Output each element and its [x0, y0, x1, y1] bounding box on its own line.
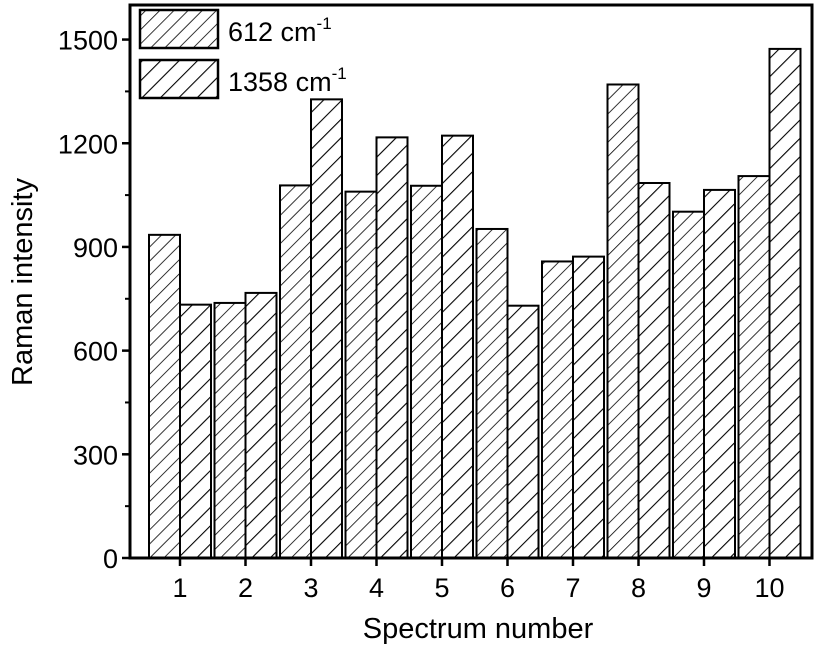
bar-612-spectrum-10: [737, 175, 771, 559]
bar-1358-spectrum-6: [506, 304, 540, 559]
bar-612-spectrum-8: [606, 83, 640, 560]
bar-612-spectrum-3: [279, 184, 312, 559]
legend-label-1358: 1358 cm-1: [228, 64, 347, 97]
x-axis-title: Spectrum number: [363, 613, 594, 645]
y-tick-label: 0: [103, 544, 118, 574]
bar-612-spectrum-2: [213, 301, 247, 559]
bar-612-spectrum-9: [672, 210, 705, 559]
y-tick-label: 900: [73, 233, 118, 263]
y-tick-label: 300: [73, 440, 118, 470]
legend-swatch-612: [138, 8, 220, 50]
bar-1358-spectrum-2: [244, 291, 278, 559]
bar-1358-spectrum-4: [375, 136, 409, 559]
x-tick-label: 1: [172, 573, 187, 603]
bar-612-spectrum-5: [410, 184, 443, 559]
bar-1358-spectrum-9: [703, 188, 736, 560]
y-tick-label: 1500: [58, 26, 118, 56]
y-axis-title: Raman intensity: [7, 178, 39, 386]
x-tick-label: 4: [369, 573, 384, 603]
y-axis-ticks: 0 300 600 900 1200 1500: [58, 26, 130, 574]
bar-1358-spectrum-8: [637, 181, 671, 559]
x-tick-label: 5: [434, 573, 449, 603]
x-tick-label: 8: [631, 573, 646, 603]
bar-612-spectrum-6: [475, 227, 509, 559]
y-tick-label: 1200: [58, 129, 118, 159]
bar-612-spectrum-7: [541, 260, 574, 559]
bar-1358-spectrum-1: [179, 303, 212, 559]
bar-612-spectrum-4: [344, 190, 378, 559]
x-tick-label: 10: [754, 573, 784, 603]
bar-1358-spectrum-10: [768, 47, 802, 559]
bar-612-spectrum-1: [148, 233, 181, 559]
x-tick-label: 2: [238, 573, 253, 603]
bar-1358-spectrum-3: [310, 98, 343, 559]
legend-swatch-1358: [138, 58, 220, 100]
bars-group: [148, 47, 802, 560]
bar-1358-spectrum-5: [441, 134, 474, 560]
y-tick-label: 600: [73, 337, 118, 367]
x-tick-label: 6: [500, 573, 515, 603]
x-tick-label: 3: [303, 573, 318, 603]
bar-1358-spectrum-7: [572, 255, 605, 559]
x-axis-ticks: 1 2 3 4 5 6 7 8 9 10: [172, 558, 785, 603]
x-tick-label: 7: [565, 573, 580, 603]
legend: 612 cm-1 1358 cm-1: [138, 8, 347, 100]
x-tick-label: 9: [696, 573, 711, 603]
legend-label-612: 612 cm-1: [228, 14, 332, 47]
plot-frame: [128, 3, 814, 560]
